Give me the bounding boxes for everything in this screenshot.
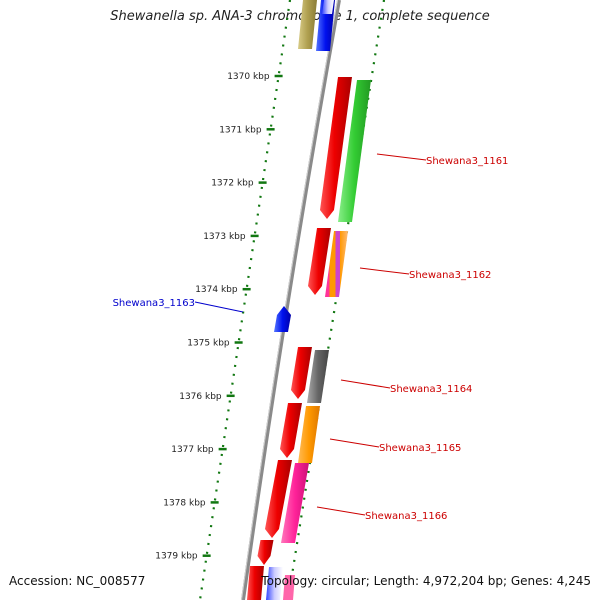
gene-leader-line xyxy=(376,153,427,161)
genome-summary: Topology: circular; Length: 4,972,204 bp… xyxy=(261,574,591,588)
feature-blue-pale-top xyxy=(322,0,334,14)
gene-leader-line xyxy=(340,379,391,389)
gene-shewana3-1163 xyxy=(274,306,291,332)
gene-leader-line xyxy=(329,438,380,448)
gene-label[interactable]: Shewana3_1162 xyxy=(409,270,491,281)
backbone-line xyxy=(241,0,341,600)
chromosome-backbone xyxy=(241,0,341,600)
cds-shewana3-1161 xyxy=(320,77,352,219)
cds-bottom xyxy=(247,566,264,600)
backbone-highlight xyxy=(241,0,338,600)
gene-label[interactable]: Shewana3_1164 xyxy=(390,384,472,395)
cds-shewana3-1164 xyxy=(291,347,312,399)
feature-blue-bottom xyxy=(266,567,283,600)
gene-label[interactable]: Shewana3_1166 xyxy=(365,511,447,522)
tick-label: 1377 kbp xyxy=(171,445,214,455)
gene-label[interactable]: Shewana3_1163 xyxy=(113,298,195,309)
map-title: Shewanella sp. ANA-3 chromosome 1, compl… xyxy=(110,9,490,24)
cds-shewana3-1162 xyxy=(308,228,331,295)
cds-shewana3-1165 xyxy=(280,403,302,458)
coordinate-guides xyxy=(198,0,386,600)
feature-grey-1164 xyxy=(307,350,329,403)
tick-label: 1375 kbp xyxy=(187,339,230,349)
feature-striped-1162 xyxy=(325,231,348,297)
feature-pink-1166 xyxy=(281,463,309,543)
coordinate-ticks: 1370 kbp 1371 kbp 1372 kbp 1373 kbp 1374 kbp… xyxy=(155,72,283,562)
gene-leader-line xyxy=(194,301,244,313)
feature-olive-top xyxy=(298,0,317,49)
gene-leader-line xyxy=(316,506,366,516)
gene-leader-line xyxy=(359,267,410,275)
cds-shewana3-1166 xyxy=(265,460,292,538)
feature-pink-bottom xyxy=(283,575,295,600)
cds-lower xyxy=(257,540,274,565)
tick-label: 1379 kbp xyxy=(155,552,198,562)
tick-label: 1371 kbp xyxy=(219,125,262,135)
gene-label[interactable]: Shewana3_1161 xyxy=(426,156,508,167)
accession-label: Accession: NC_008577 xyxy=(9,574,146,588)
tick-label: 1374 kbp xyxy=(195,285,238,295)
feature-track xyxy=(247,0,371,600)
feature-orange-1165 xyxy=(298,406,320,463)
gene-label[interactable]: Shewana3_1165 xyxy=(379,443,461,454)
tick-label: 1376 kbp xyxy=(179,392,222,402)
tick-label: 1378 kbp xyxy=(163,498,206,508)
tick-label: 1370 kbp xyxy=(227,72,270,82)
tick-label: 1372 kbp xyxy=(211,179,254,189)
tick-label: 1373 kbp xyxy=(203,232,246,242)
gene-labels: Shewana3_1161 Shewana3_1162 Shewana3_1163 S… xyxy=(113,153,508,522)
guide-line-inner xyxy=(198,0,292,600)
feature-green-1161 xyxy=(338,80,371,222)
